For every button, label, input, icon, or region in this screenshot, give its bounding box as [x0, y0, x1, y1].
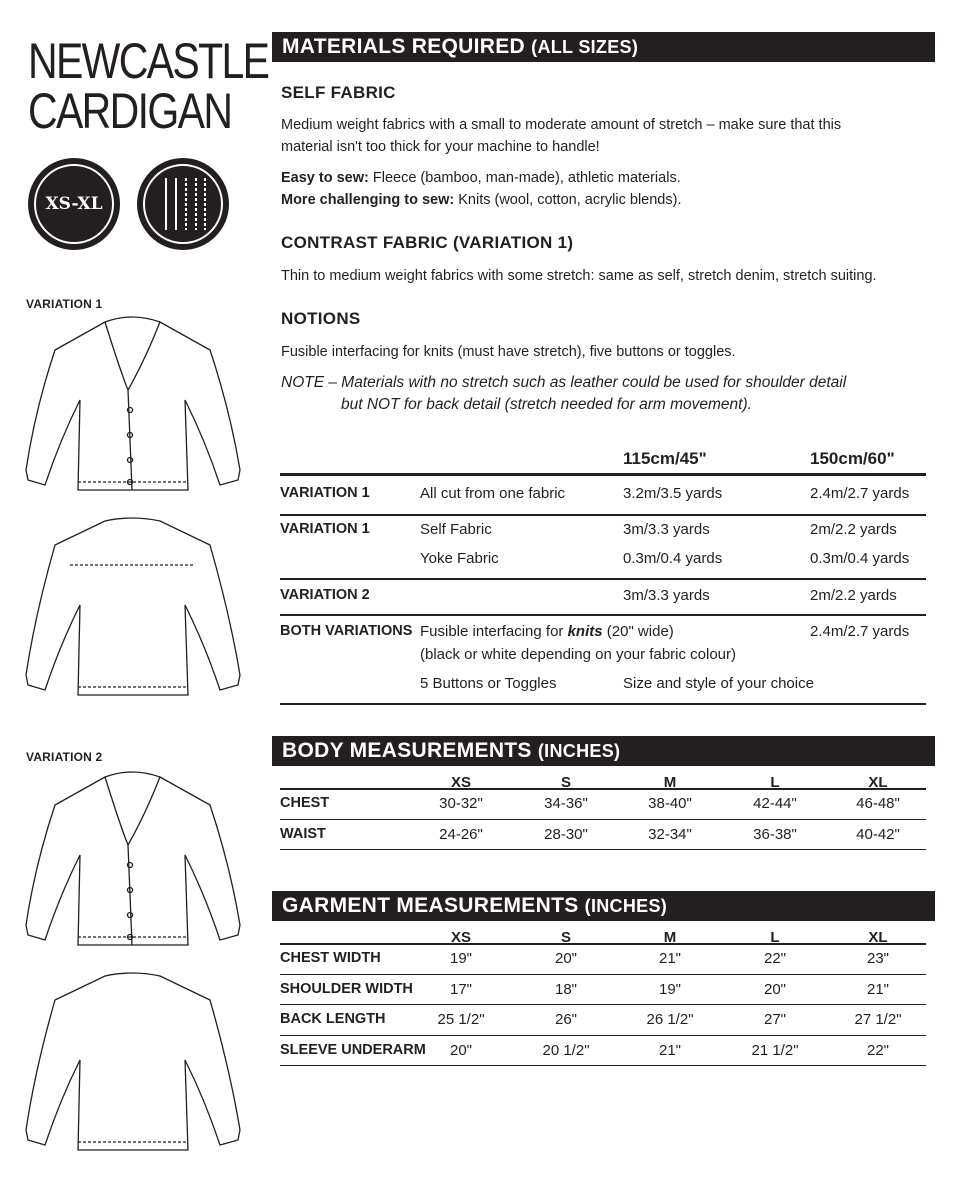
self-fabric-text: Medium weight fabrics with a small to mo…	[281, 117, 842, 155]
measurement-cell: 20"	[554, 950, 578, 967]
measurement-cell: 27 1/2"	[854, 1011, 902, 1029]
measurement-cell: 26 1/2"	[646, 1011, 694, 1029]
easy-to-sew: Easy to sew: Fleece (bamboo, man-made), …	[281, 170, 681, 186]
row-desc: Self Fabric	[420, 521, 492, 538]
measurement-cell: 17"	[449, 980, 473, 998]
measurement-cell: 19"	[658, 980, 682, 998]
row-desc: 5 Buttons or Toggles	[420, 675, 557, 692]
contrast-fabric-heading: CONTRAST FABRIC (VARIATION 1)	[281, 233, 574, 252]
row-label: VARIATION 1	[280, 485, 370, 501]
size-header: L	[770, 929, 780, 946]
row-label: CHEST	[280, 795, 330, 811]
cell: 2m/2.2 yards	[810, 587, 897, 604]
row-label: VARIATION 1	[280, 521, 370, 537]
needles-icon	[137, 158, 229, 250]
measurement-cell: 21 1/2"	[751, 1041, 799, 1059]
size-header: XS	[450, 929, 472, 946]
measurement-cell: 30-32"	[439, 795, 483, 812]
note-line-2: but NOT for back detail (stretch needed …	[341, 396, 752, 413]
cell: 2.4m/2.7 yards	[810, 485, 910, 502]
measurement-cell: 34-36"	[544, 795, 588, 812]
cardigan-illustrations	[25, 316, 241, 1151]
measurement-cell: 28-30"	[544, 825, 588, 843]
note-line-1: NOTE – Materials with no stretch such as…	[281, 374, 847, 391]
row-label: CHEST WIDTH	[280, 950, 381, 966]
measurement-cell: 32-34"	[648, 825, 692, 843]
measurement-cell: 22"	[763, 950, 787, 967]
cell: 0.3m/0.4 yards	[623, 550, 723, 567]
size-header: M	[663, 774, 677, 791]
cell: 3m/3.3 yards	[623, 521, 710, 538]
row-label: VARIATION 2	[280, 587, 370, 603]
cell: 2m/2.2 yards	[810, 521, 897, 538]
measurement-cell: 25 1/2"	[437, 1011, 485, 1029]
variation-1-front-drawing	[25, 316, 241, 491]
measurement-cell: 46-48"	[856, 795, 900, 812]
measurement-cell: 36-38"	[753, 825, 797, 843]
row-desc: Yoke Fabric	[420, 550, 499, 567]
cell: 3m/3.3 yards	[623, 587, 710, 604]
row-label: SLEEVE UNDERARM	[280, 1041, 426, 1058]
measurement-cell: 40-42"	[856, 825, 900, 843]
notions-heading: NOTIONS	[281, 309, 361, 328]
measurement-cell: 27"	[763, 1011, 787, 1029]
materials-header: MATERIALS REQUIRED (ALL SIZES)	[272, 32, 935, 62]
size-badge: XS-XL	[28, 158, 120, 250]
row-desc: Fusible interfacing for knits (20" wide)	[420, 623, 674, 640]
variation-2-front-drawing	[25, 771, 241, 946]
cell: 2.4m/2.7 yards	[810, 623, 910, 640]
cell: 0.3m/0.4 yards	[810, 550, 910, 567]
measurement-cell: 22"	[866, 1041, 890, 1059]
row-label: WAIST	[280, 825, 326, 842]
measurement-cell: 19"	[449, 950, 473, 967]
size-header: S	[560, 774, 572, 791]
col-header: 115cm/45"	[623, 449, 707, 468]
measurement-cell: 26"	[554, 1011, 578, 1029]
size-badge-text: XS-XL	[34, 164, 114, 244]
size-header: L	[770, 774, 780, 791]
row-desc: (black or white depending on your fabric…	[420, 646, 737, 663]
contrast-fabric-text: Thin to medium weight fabrics with some …	[281, 268, 877, 284]
measurement-cell: 24-26"	[439, 825, 483, 843]
size-header: XL	[868, 929, 888, 946]
more-challenging: More challenging to sew: Knits (wool, co…	[281, 192, 682, 208]
variation-2-back-drawing	[25, 972, 241, 1151]
measurement-cell: 38-40"	[648, 795, 692, 812]
measurement-cell: 20"	[449, 1041, 473, 1059]
title-line-1: NEWCASTLE	[28, 33, 270, 89]
cell: 3.2m/3.5 yards	[623, 485, 723, 502]
body-measurements-header: BODY MEASUREMENTS (INCHES)	[272, 736, 935, 766]
size-header: S	[560, 929, 572, 946]
size-header: M	[663, 929, 677, 946]
measurement-cell: 21"	[658, 1041, 682, 1059]
measurement-cell: 20"	[763, 980, 787, 998]
variation-1-back-drawing	[25, 517, 241, 696]
variation-2-label: VARIATION 2	[26, 750, 103, 764]
size-header: XS	[450, 774, 472, 791]
measurement-cell: 42-44"	[753, 795, 797, 812]
cell: Size and style of your choice	[623, 675, 814, 692]
size-header: XL	[868, 774, 888, 791]
measurement-cell: 21"	[658, 950, 682, 967]
garment-measurements-header: GARMENT MEASUREMENTS (INCHES)	[272, 891, 935, 921]
row-desc: All cut from one fabric	[420, 485, 566, 502]
measurement-cell: 18"	[554, 980, 578, 998]
row-label: BACK LENGTH	[280, 1011, 386, 1028]
measurement-cell: 20 1/2"	[542, 1041, 590, 1059]
variation-1-label: VARIATION 1	[26, 297, 103, 311]
title-line-2: CARDIGAN	[28, 83, 233, 139]
row-label: SHOULDER WIDTH	[280, 980, 413, 997]
row-label: BOTH VARIATIONS	[280, 623, 413, 639]
measurement-cell: 21"	[866, 980, 890, 998]
notions-text: Fusible interfacing for knits (must have…	[281, 344, 736, 360]
col-header: 150cm/60"	[810, 449, 895, 468]
self-fabric-heading: SELF FABRIC	[281, 83, 396, 102]
measurement-cell: 23"	[866, 950, 890, 967]
